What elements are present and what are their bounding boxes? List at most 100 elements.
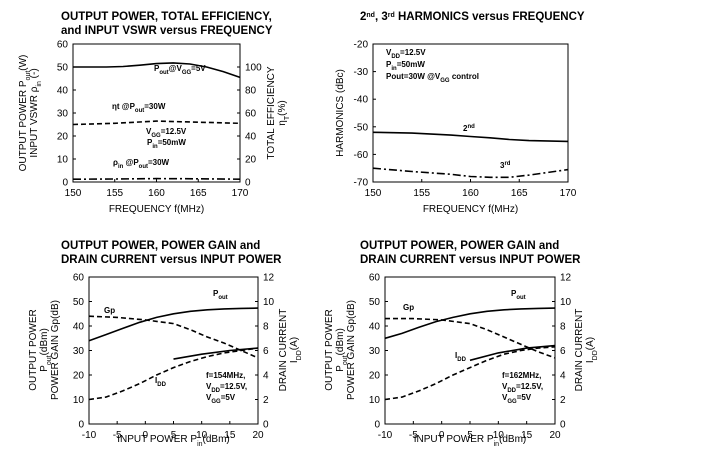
x-tick-label: 0 xyxy=(143,430,149,441)
x-tick-label: 165 xyxy=(190,188,207,199)
chart-title-c1: OUTPUT POWER, TOTAL EFFICIENCY, xyxy=(61,11,272,23)
x-tick-label: 20 xyxy=(252,430,264,441)
y-tick-label-left: 20 xyxy=(57,132,69,143)
series-line-pout xyxy=(384,307,556,340)
x-tick-label: -5 xyxy=(409,430,418,441)
y-tick-label-right: 10 xyxy=(560,297,572,308)
chart-c4: OUTPUT POWER, POWER GAIN and DRAIN CURREN… xyxy=(324,240,599,448)
x-tick-label: 0 xyxy=(439,430,445,441)
x-tick-label: 15 xyxy=(521,430,533,441)
y-axis-label-left: HARMONICS (dBc) xyxy=(335,69,346,157)
y-axis-label-left: POWER GAIN Gp(dB) xyxy=(50,300,61,400)
annotation-label: VGG=5V xyxy=(206,393,236,405)
y-axis-label-right: IDD(A) xyxy=(289,337,303,363)
annotation-label: VGG=12.5V xyxy=(146,127,187,139)
x-tick-label: 155 xyxy=(413,188,430,199)
x-tick-label: 5 xyxy=(467,430,473,441)
y-tick-label-right: 20 xyxy=(245,155,257,166)
y-tick-label-left: 30 xyxy=(369,346,381,357)
y-tick-label-right: 8 xyxy=(263,322,269,333)
annotation-label: IDD xyxy=(155,376,167,388)
y-axis-label-left: OUTPUT POWER xyxy=(324,309,335,390)
y-tick-label-left: -50 xyxy=(354,122,369,133)
y-tick-label-left: 60 xyxy=(73,273,85,284)
y-axis-label-right: IDD(A) xyxy=(585,337,599,363)
annotation-label: VGG=5V xyxy=(502,393,532,405)
chart-title-c2: 2nd, 3rd HARMONICS versus FREQUENCY xyxy=(360,11,585,23)
annotation-label: ρin @Pout=30W xyxy=(113,158,170,170)
y-tick-label-left: 50 xyxy=(369,297,381,308)
x-tick-label: 10 xyxy=(493,430,505,441)
y-tick-label-left: 40 xyxy=(57,86,69,97)
x-tick-label: 160 xyxy=(148,188,165,199)
y-tick-label-left: 30 xyxy=(57,109,69,120)
annotation-label: 3rd xyxy=(500,161,511,170)
chart-title-c4: DRAIN CURRENT versus INPUT POWER xyxy=(360,254,581,266)
y-tick-label-left: 40 xyxy=(73,322,85,333)
series-line--in-pout-30w xyxy=(72,177,241,180)
x-tick-label: 150 xyxy=(65,188,82,199)
y-tick-label-left: 50 xyxy=(57,63,69,74)
annotation-label: ηt @Pout=30W xyxy=(112,102,166,114)
annotation-label: Pout xyxy=(213,289,228,301)
x-tick-label: 170 xyxy=(232,188,249,199)
y-axis-label-left: POWER GAIN Gp(dB) xyxy=(346,300,357,400)
y-tick-label-left: 20 xyxy=(73,371,85,382)
x-tick-label: -10 xyxy=(378,430,393,441)
x-tick-label: 170 xyxy=(560,188,577,199)
y-tick-label-right: 12 xyxy=(263,273,275,284)
y-tick-label-left: 0 xyxy=(78,420,84,431)
y-tick-label-right: 2 xyxy=(263,395,269,406)
y-axis-label-right: DRAIN CURRENT xyxy=(278,309,289,392)
x-tick-label: 160 xyxy=(462,188,479,199)
annotation-label: Pout@VGG=5V xyxy=(154,64,206,76)
y-tick-label-right: 100 xyxy=(245,63,262,74)
y-tick-label-right: 10 xyxy=(263,297,275,308)
y-tick-label-left: 40 xyxy=(369,322,381,333)
x-axis-label-c2: FREQUENCY f(MHz) xyxy=(423,204,518,215)
y-tick-label-left: -70 xyxy=(354,178,369,189)
y-tick-label-left: 60 xyxy=(57,40,69,51)
series-line-idd xyxy=(88,347,259,401)
y-tick-label-left: -40 xyxy=(354,95,369,106)
series-line--t-pout-30w xyxy=(72,120,241,126)
y-tick-label-left: 60 xyxy=(369,273,381,284)
y-axis-label-left: INPUT VSWR ρin (-) xyxy=(29,68,43,157)
annotation-label: f=162MHz, xyxy=(502,371,541,380)
x-tick-label: -10 xyxy=(82,430,97,441)
y-axis-label-right: DRAIN CURRENT xyxy=(574,309,585,392)
x-tick-label: -5 xyxy=(113,430,122,441)
series-line-pout-trail xyxy=(173,347,259,360)
annotation-label: VDD=12.5V, xyxy=(206,382,247,394)
y-tick-label-left: 30 xyxy=(73,346,85,357)
y-axis-label-right: TOTAL EFFICIENCY xyxy=(266,66,277,159)
y-tick-label-right: 0 xyxy=(245,178,251,189)
y-tick-label-left: -60 xyxy=(354,150,369,161)
chart-title-c3: DRAIN CURRENT versus INPUT POWER xyxy=(61,254,282,266)
annotation-label: Gp xyxy=(403,303,414,312)
annotation-label: f=154MHz, xyxy=(206,371,245,380)
y-tick-label-left: 50 xyxy=(73,297,85,308)
y-tick-label-left: -20 xyxy=(354,40,369,51)
y-tick-label-right: 0 xyxy=(263,420,269,431)
x-axis-label-c3: INPUT POWER Pin(dBm) xyxy=(117,434,230,448)
x-axis-label-c4: INPUT POWER Pin(dBm) xyxy=(414,434,527,448)
y-tick-label-right: 6 xyxy=(560,346,566,357)
x-tick-label: 5 xyxy=(171,430,177,441)
x-tick-label: 15 xyxy=(224,430,236,441)
y-tick-label-right: 2 xyxy=(560,395,566,406)
chart-c1: OUTPUT POWER, TOTAL EFFICIENCY, and INPUT… xyxy=(18,11,291,215)
y-tick-label-right: 4 xyxy=(560,371,566,382)
annotation-label: IDD xyxy=(455,351,467,363)
annotation-label: Pin=50mW xyxy=(386,60,425,72)
series-line-pout xyxy=(88,307,259,342)
y-tick-label-left: 10 xyxy=(57,155,69,166)
chart-title-c3: OUTPUT POWER, POWER GAIN and xyxy=(61,240,260,252)
chart-c3: OUTPUT POWER, POWER GAIN and DRAIN CURREN… xyxy=(28,240,303,448)
annotation-label: VDD=12.5V xyxy=(386,48,426,60)
series-line-pout-vgg-5v xyxy=(73,62,241,79)
y-tick-label-right: 40 xyxy=(245,132,257,143)
chart-title-c1: and INPUT VSWR versus FREQUENCY xyxy=(61,25,273,37)
y-tick-label-left: -30 xyxy=(354,67,369,78)
